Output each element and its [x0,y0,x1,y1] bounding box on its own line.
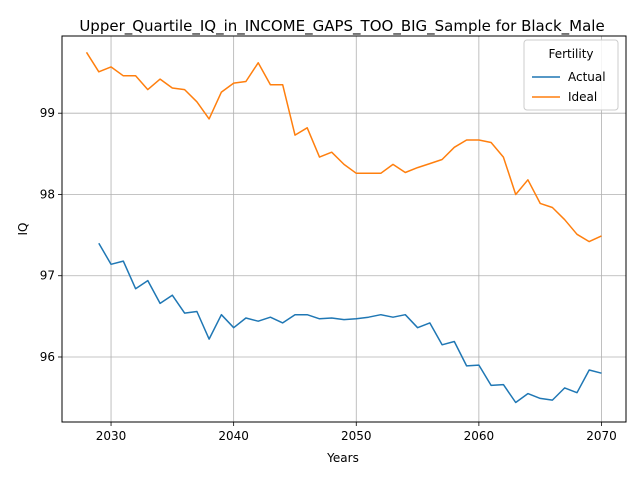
series-line-ideal [85,51,602,243]
legend-label-actual: Actual [568,70,606,84]
y-axis-ticks: 96 97 98 99 [40,106,62,364]
legend-title: Fertility [548,47,593,61]
x-tick-label: 2040 [218,429,249,443]
legend-box [523,39,619,111]
legend-label-ideal: Ideal [568,90,597,104]
plot-frame [61,35,627,423]
chart-title: Upper_Quartile_IQ_in_INCOME_GAPS_TOO_BIG… [79,17,604,36]
grid [62,36,626,422]
legend: Fertility Actual Ideal [523,39,619,111]
series-lines [85,51,602,404]
x-tick-label: 2060 [464,429,495,443]
x-axis-label: Years [326,451,359,465]
y-tick-label: 96 [40,350,55,364]
x-tick-label: 2070 [586,429,617,443]
series-line-actual [98,242,602,404]
x-tick-label: 2050 [341,429,372,443]
y-axis-label: IQ [16,223,30,236]
y-tick-label: 98 [40,187,55,201]
y-tick-label: 99 [40,106,55,120]
y-tick-label: 97 [40,269,55,283]
x-axis-ticks: 2030 2040 2050 2060 2070 [96,422,617,443]
x-tick-label: 2030 [96,429,127,443]
